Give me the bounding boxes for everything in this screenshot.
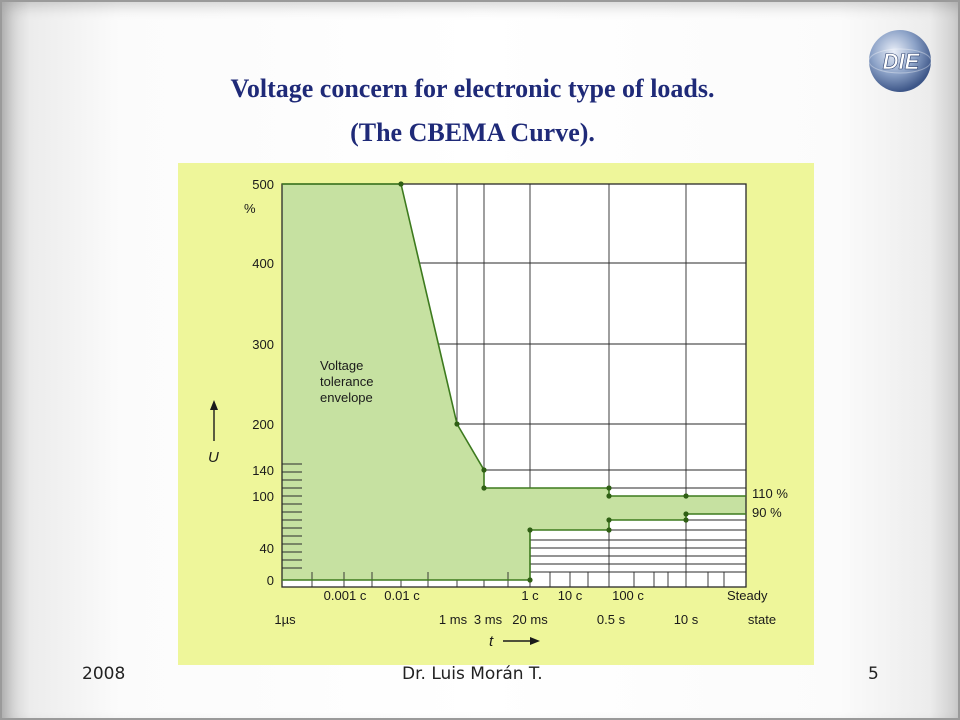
y-tick-label: 140 (252, 463, 274, 478)
curve-point (683, 493, 689, 499)
x-axis-arrow (503, 637, 540, 645)
voltage-tolerance-envelope (282, 184, 746, 580)
y-tick-label: 400 (252, 256, 274, 271)
curve-point (527, 577, 533, 583)
curve-point (454, 421, 460, 427)
y-axis-arrow (210, 400, 218, 441)
curve-point (683, 511, 689, 517)
envelope-label-line: tolerance (320, 374, 373, 389)
envelope-label-line: Voltage (320, 358, 363, 373)
slide-title-line-1: Voltage concern for electronic type of l… (230, 74, 715, 103)
footer-year: 2008 (82, 664, 126, 684)
y-tick-label: 300 (252, 337, 274, 352)
envelope-label-line: envelope (320, 390, 373, 405)
y-axis-label: U (208, 449, 219, 466)
footer-page-number: 5 (868, 664, 879, 684)
y-tick-label: 500 (252, 177, 274, 192)
x-tick-label-upper: 0.001 c (324, 588, 367, 603)
die-logo: DIE (868, 30, 932, 92)
annotation-90-percent: 90 % (752, 505, 782, 520)
y-tick-label: 0 (267, 573, 274, 588)
x-tick-label-upper: 1 c (521, 588, 539, 603)
y-tick-label: 40 (260, 541, 274, 556)
x-tick-label-lower: 20 ms (512, 612, 548, 627)
curve-point (606, 493, 612, 499)
y-unit-label: % (244, 201, 256, 216)
x-tick-label-lower: 10 s (674, 612, 699, 627)
slide-title-line-2: (The CBEMA Curve). (350, 118, 595, 147)
curve-point (481, 485, 487, 491)
logo-text: DIE (883, 49, 921, 74)
footer-author: Dr. Luis Morán T. (402, 664, 543, 684)
x-axis-lower-labels: 1µs 1 ms 3 ms 20 ms 0.5 s 10 s state (274, 612, 776, 627)
curve-point (481, 467, 487, 473)
curve-point (683, 517, 689, 523)
curve-point (527, 527, 533, 533)
x-tick-label-upper: 0.01 c (384, 588, 420, 603)
x-tick-label-lower: 3 ms (474, 612, 503, 627)
annotation-110-percent: 110 % (752, 486, 788, 501)
x-axis-label: t (489, 633, 494, 650)
x-tick-label-lower: 1 ms (439, 612, 468, 627)
curve-point (606, 485, 612, 491)
curve-point (398, 181, 404, 187)
x-tick-label-upper: 100 c (612, 588, 644, 603)
curve-point (606, 527, 612, 533)
x-tick-label-upper: 10 c (558, 588, 583, 603)
y-tick-label: 100 (252, 489, 274, 504)
logo-globe (869, 30, 931, 92)
curve-point (606, 517, 612, 523)
x-axis-upper-labels: 0.001 c 0.01 c 1 c 10 c 100 c Steady (324, 588, 768, 603)
plot-border (281, 183, 747, 588)
x-tick-label-lower: 1µs (274, 612, 296, 627)
x-tick-label-upper: Steady (727, 588, 768, 603)
x-tick-label-lower: state (748, 612, 776, 627)
x-tick-label-lower: 0.5 s (597, 612, 626, 627)
y-tick-label: 200 (252, 417, 274, 432)
curve-points (398, 181, 689, 583)
